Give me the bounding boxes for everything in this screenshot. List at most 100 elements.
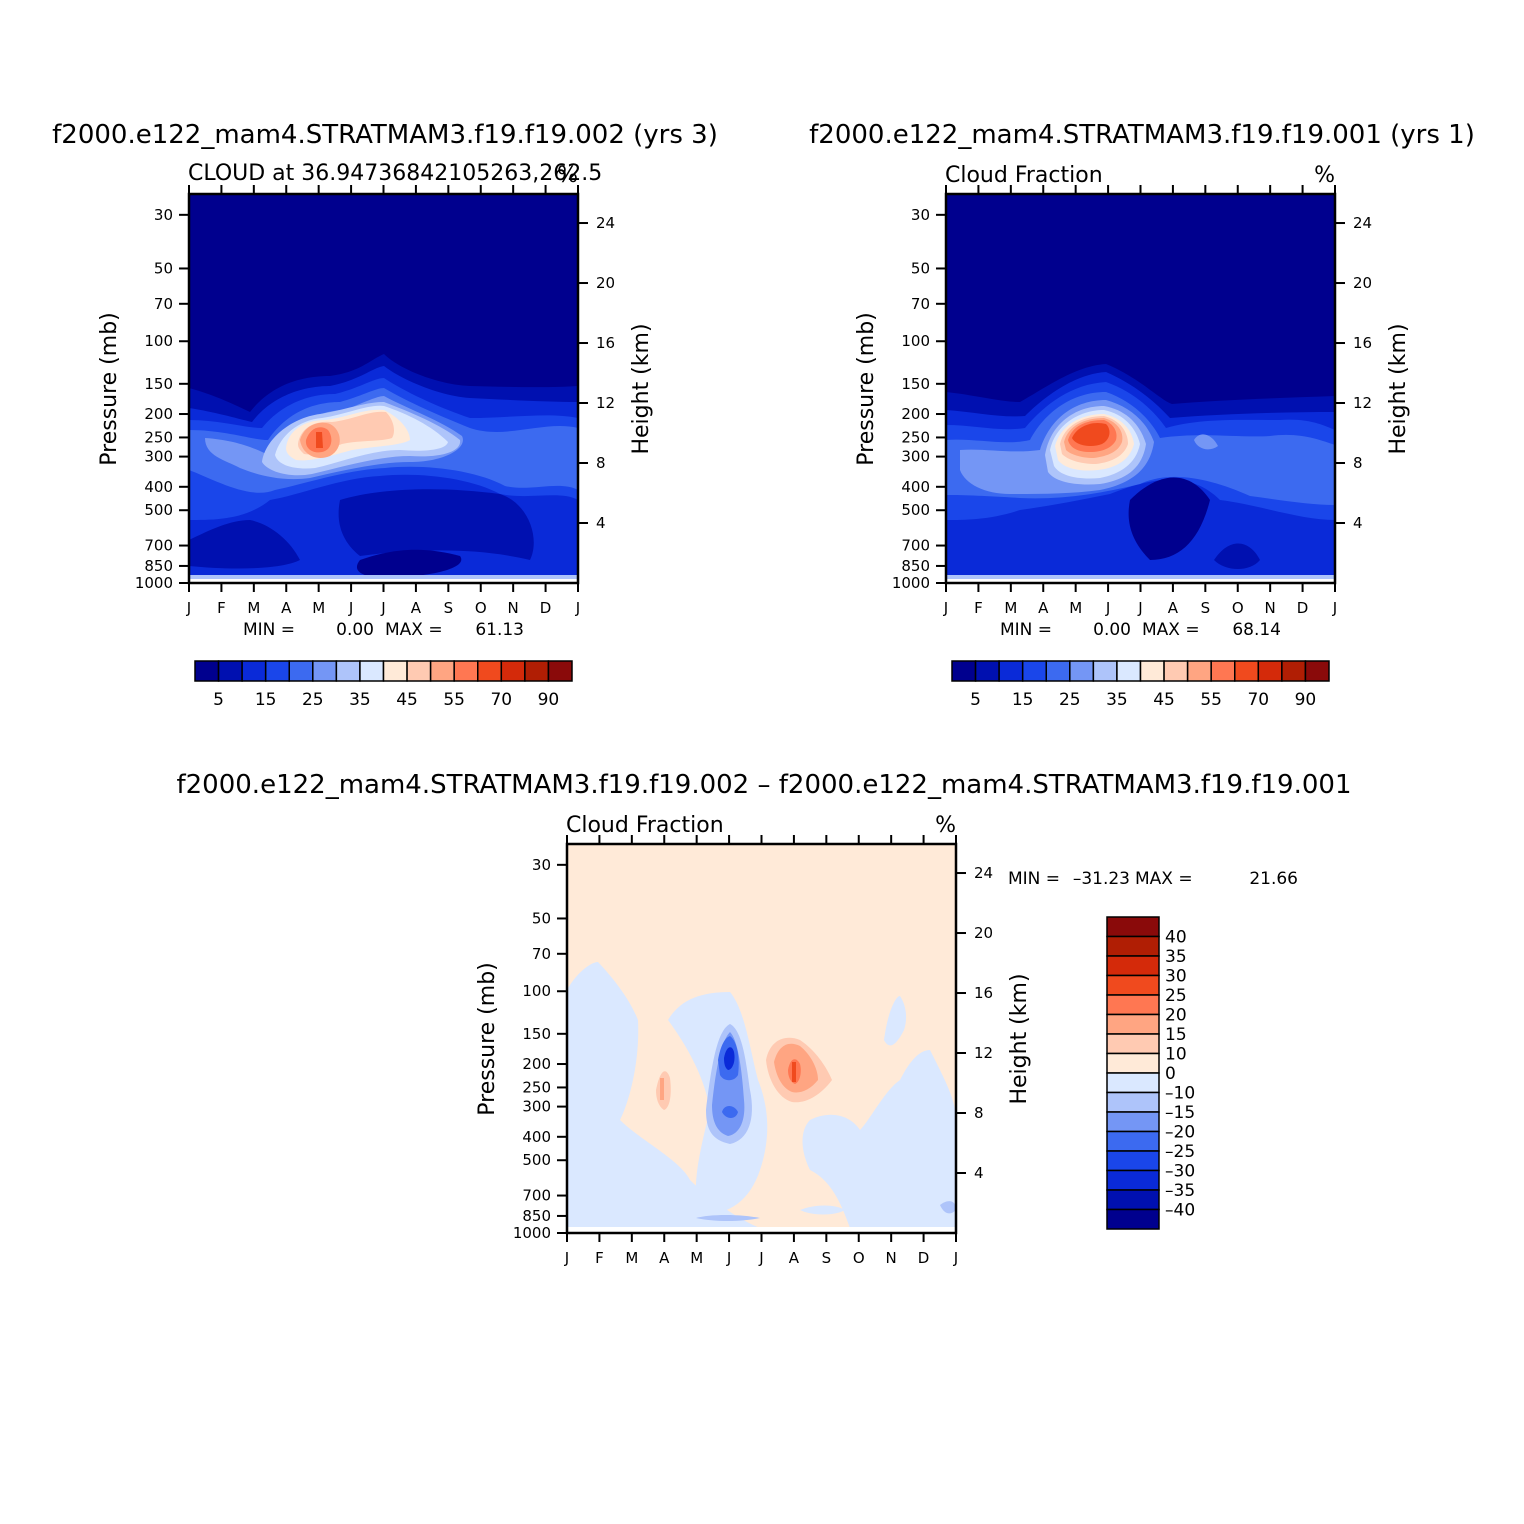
panel-1-ylabel-right: Height (km)	[629, 323, 654, 454]
colorbar-label: 70	[490, 690, 512, 710]
y-tick-label: 250	[144, 428, 173, 446]
x-tick-label: O	[853, 1249, 865, 1267]
colorbar-label: –20	[1165, 1123, 1195, 1143]
panel-1-left-string: CLOUD at 36.94736842105263,262.5	[188, 161, 602, 186]
colorbar-box	[217, 660, 243, 682]
y-right-tick-label: 12	[1353, 394, 1372, 412]
y-tick-label: 500	[901, 501, 930, 519]
y-tick-label: 500	[522, 1151, 551, 1169]
colorbar-box	[406, 660, 432, 682]
colorbar-box	[1106, 1013, 1160, 1035]
panel-2-min-label: MIN =	[1000, 620, 1052, 640]
y-tick-label: 400	[901, 478, 930, 496]
y-tick-label: 100	[522, 982, 551, 1000]
panel-3-ylabel-right: Height (km)	[1007, 973, 1032, 1104]
y-tick-label: 30	[911, 206, 930, 224]
colorbar-label: –25	[1165, 1142, 1195, 1162]
y-right-tick-label: 20	[1353, 274, 1372, 292]
x-tick-label: M	[312, 599, 325, 617]
y-right-tick-label: 24	[974, 864, 993, 882]
panel-3-min-label: MIN =	[1008, 869, 1060, 889]
x-tick-label: M	[247, 599, 260, 617]
colorbar-box	[1210, 660, 1236, 682]
y-tick-label: 150	[901, 375, 930, 393]
x-tick-label: J	[380, 599, 385, 617]
colorbar-box	[1106, 1150, 1160, 1172]
panel-2-left-string: Cloud Fraction	[945, 163, 1103, 188]
panel-3-max-value: 21.66	[1249, 869, 1298, 889]
y-tick-label: 70	[911, 295, 930, 313]
colorbar-box	[1106, 955, 1160, 977]
panel-3-max-label: MAX =	[1135, 869, 1193, 889]
colorbar-box	[1045, 660, 1071, 682]
colorbar-box	[1106, 994, 1160, 1016]
y-tick-label: 300	[901, 448, 930, 466]
x-tick-label: J	[564, 1249, 569, 1267]
colorbar-label: –35	[1165, 1181, 1195, 1201]
colorbar-box	[382, 660, 408, 682]
colorbar-label: 25	[1059, 690, 1081, 710]
y-tick-label: 300	[144, 448, 173, 466]
y-tick-label: 100	[144, 332, 173, 350]
y-tick-label: 300	[522, 1098, 551, 1116]
colorbar-label: –10	[1165, 1084, 1195, 1104]
x-tick-label: D	[1297, 599, 1309, 617]
panel-1-min-value: 0.00	[336, 620, 374, 640]
colorbar-box	[524, 660, 550, 682]
colorbar-box	[264, 660, 290, 682]
y-tick-label: 850	[901, 557, 930, 575]
y-right-tick-label: 24	[1353, 214, 1372, 232]
x-tick-label: J	[758, 1249, 763, 1267]
panel-3-ylabel: Pressure (mb)	[475, 962, 500, 1116]
x-tick-label: F	[595, 1249, 604, 1267]
y-right-tick-label: 24	[596, 214, 615, 232]
colorbar-box	[1304, 660, 1330, 682]
colorbar-box	[1163, 660, 1189, 682]
y-right-tick-label: 12	[596, 394, 615, 412]
colorbar-box	[1186, 660, 1212, 682]
colorbar-label: 35	[349, 690, 371, 710]
y-tick-label: 850	[144, 557, 173, 575]
colorbar-box	[1106, 1091, 1160, 1113]
x-tick-label: A	[659, 1249, 670, 1267]
colorbar-label: 5	[970, 690, 981, 710]
x-tick-label: M	[1004, 599, 1017, 617]
colorbar-label: 25	[302, 690, 324, 710]
x-tick-label: O	[475, 599, 487, 617]
colorbar-box	[1234, 660, 1260, 682]
panel-2: f2000.e122_mam4.STRATMAM3.f19.f19.001 (y…	[809, 120, 1475, 710]
colorbar-box	[1106, 1052, 1160, 1074]
colorbar-label: 55	[1200, 690, 1222, 710]
colorbar-box	[1106, 1130, 1160, 1152]
panel-3: f2000.e122_mam4.STRATMAM3.f19.f19.002 – …	[176, 770, 1351, 1267]
y-right-tick-label: 16	[596, 334, 615, 352]
panel-1-max-label: MAX =	[385, 620, 443, 640]
y-tick-label: 850	[522, 1207, 551, 1225]
y-right-tick-label: 8	[596, 454, 606, 472]
colorbar-box	[359, 660, 385, 682]
colorbar-box	[998, 660, 1024, 682]
x-tick-label: M	[625, 1249, 638, 1267]
y-right-tick-label: 20	[596, 274, 615, 292]
y-right-tick-label: 4	[596, 514, 606, 532]
x-tick-label: J	[953, 1249, 958, 1267]
colorbar-box	[500, 660, 526, 682]
x-tick-label: J	[1137, 599, 1142, 617]
colorbar-label: 15	[1165, 1025, 1187, 1045]
colorbar-box	[1106, 1033, 1160, 1055]
colorbar-box	[1116, 660, 1142, 682]
colorbar-box	[1106, 1111, 1160, 1133]
y-right-tick-label: 8	[1353, 454, 1363, 472]
panel-2-title: f2000.e122_mam4.STRATMAM3.f19.f19.001 (y…	[809, 120, 1475, 150]
x-tick-label: F	[217, 599, 226, 617]
colorbar-box	[241, 660, 267, 682]
y-tick-label: 200	[901, 405, 930, 423]
panel-1-ylabel: Pressure (mb)	[97, 312, 122, 466]
panel-3-title: f2000.e122_mam4.STRATMAM3.f19.f19.002 – …	[176, 770, 1351, 800]
y-right-tick-label: 20	[974, 924, 993, 942]
x-tick-label: M	[690, 1249, 703, 1267]
y-tick-label: 150	[144, 375, 173, 393]
